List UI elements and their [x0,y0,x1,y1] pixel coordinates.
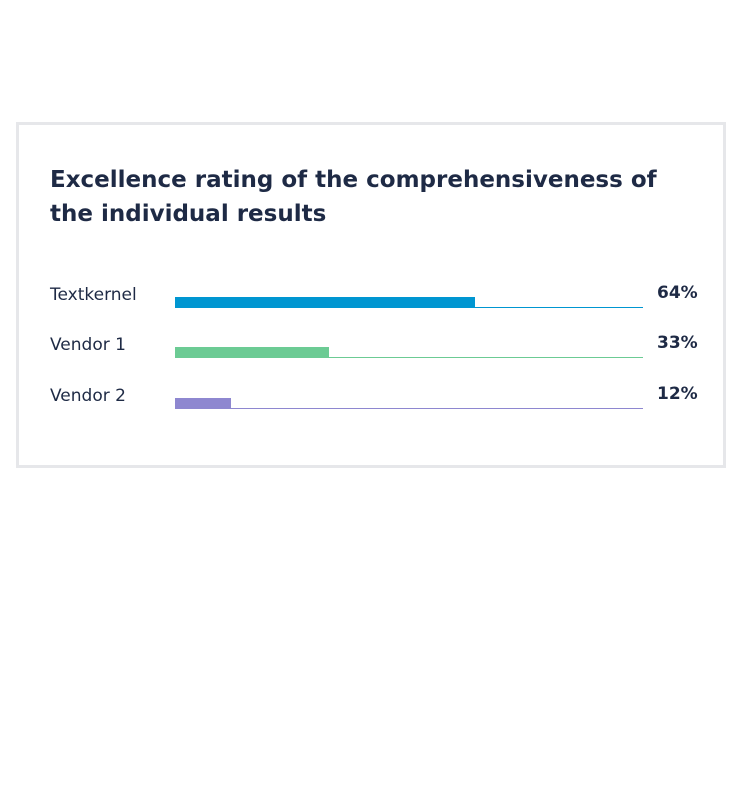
bar-track [175,408,643,409]
value-label: 33% [657,333,698,353]
bar-track [175,357,643,358]
bar-track [175,307,643,308]
category-label: Vendor 1 [50,335,126,355]
bar [175,398,232,408]
value-label: 12% [657,384,698,404]
bar [175,297,475,307]
category-label: Vendor 2 [50,386,126,406]
category-label: Textkernel [50,285,137,305]
value-label: 64% [657,283,698,303]
chart-card: Excellence rating of the comprehensivene… [16,122,726,468]
chart-title: Excellence rating of the comprehensivene… [50,167,657,227]
bar [175,347,330,357]
